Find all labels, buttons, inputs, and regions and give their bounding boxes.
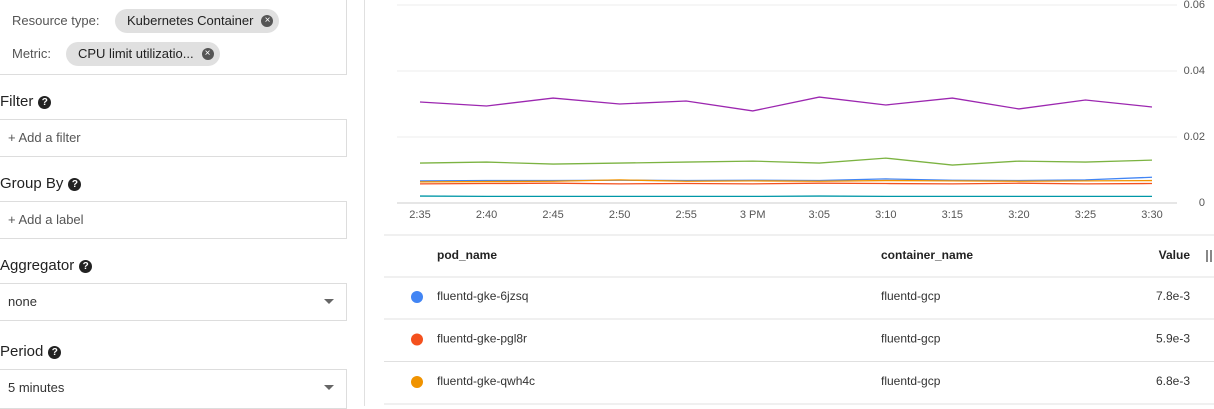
resize-handle <box>1210 250 1212 262</box>
series-line <box>420 183 1152 184</box>
series-dot <box>411 334 423 346</box>
resize-handle <box>1206 250 1208 262</box>
column-header: Value <box>1159 248 1191 262</box>
pod-name: fluentd-gke-6jzsq <box>437 289 528 303</box>
series-dot <box>411 376 423 388</box>
value: 5.9e-3 <box>1156 332 1190 346</box>
y-tick-label: 0 <box>1199 197 1205 209</box>
y-tick-label: 0.06 <box>1184 0 1205 11</box>
x-tick-label: 3:30 <box>1141 209 1162 221</box>
x-tick-label: 2:35 <box>409 209 430 221</box>
container-name: fluentd-gcp <box>881 332 941 346</box>
x-tick-label: 3:15 <box>942 209 963 221</box>
series-line <box>420 97 1152 111</box>
x-tick-label: 2:40 <box>476 209 497 221</box>
x-tick-label: 3:20 <box>1008 209 1029 221</box>
column-header: container_name <box>881 248 973 262</box>
x-tick-label: 3:10 <box>875 209 896 221</box>
pod-name: fluentd-gke-qwh4c <box>437 374 535 388</box>
x-tick-label: 3 PM <box>740 209 766 221</box>
container-name: fluentd-gcp <box>881 289 941 303</box>
series-line <box>420 158 1152 165</box>
pod-name: fluentd-gke-pgl8r <box>437 332 527 346</box>
x-tick-label: 2:45 <box>542 209 563 221</box>
series-dot <box>411 291 423 303</box>
value: 7.8e-3 <box>1156 289 1190 303</box>
value: 6.8e-3 <box>1156 374 1190 388</box>
x-tick-label: 3:25 <box>1075 209 1096 221</box>
column-header: pod_name <box>437 248 497 262</box>
x-tick-label: 3:05 <box>809 209 830 221</box>
x-tick-label: 2:50 <box>609 209 630 221</box>
container-name: fluentd-gcp <box>881 374 941 388</box>
series-line <box>420 177 1152 181</box>
x-tick-label: 2:55 <box>675 209 696 221</box>
y-tick-label: 0.04 <box>1184 65 1205 77</box>
y-tick-label: 0.02 <box>1184 131 1205 143</box>
